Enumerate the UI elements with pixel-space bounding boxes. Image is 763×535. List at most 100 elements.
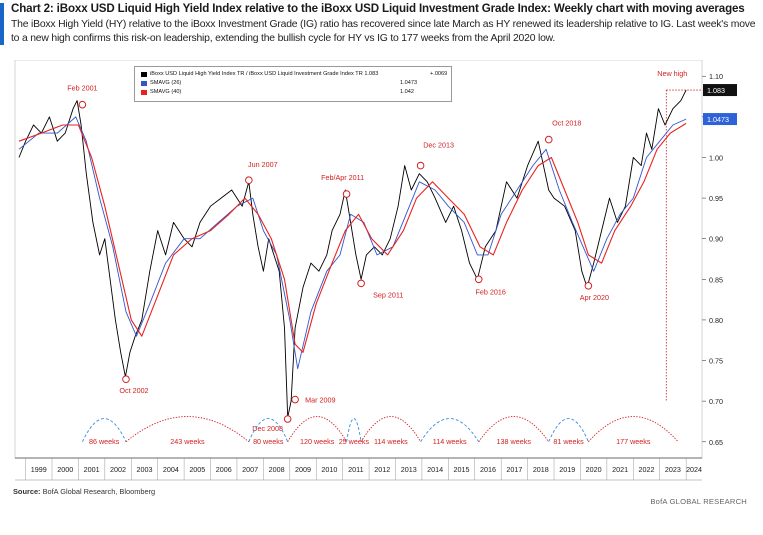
legend-entry-sma40: SMAVG (40) <box>141 88 181 96</box>
cycle-label: 81 weeks <box>553 437 584 446</box>
x-tick-label: 2004 <box>163 465 179 474</box>
x-tick-label: 2020 <box>586 465 602 474</box>
annotation-label: Oct 2002 <box>119 386 148 395</box>
x-tick-label: 2005 <box>189 465 205 474</box>
legend-swatch-price <box>141 71 147 77</box>
x-tick-label: 2010 <box>321 465 337 474</box>
cycle-label: 25 weeks <box>339 437 370 446</box>
annotation-label: Feb 2016 <box>476 287 506 296</box>
turning-point-marker <box>474 275 483 284</box>
cycle-arc <box>478 416 550 443</box>
legend-swatch-sma40 <box>141 89 147 95</box>
cycle-arc <box>287 416 347 443</box>
turning-point-marker <box>291 395 299 404</box>
chart-subtitle: The iBoxx High Yield (HY) relative to th… <box>11 19 756 44</box>
legend-entry-price: iBoxx USD Liquid High Yield Index TR / i… <box>141 70 378 78</box>
source-label: Source: <box>13 487 41 496</box>
x-tick-label: 2014 <box>427 465 443 474</box>
x-tick-label: 2000 <box>57 465 73 474</box>
chart-title: Chart 2: iBoxx USD Liquid High Yield Ind… <box>11 2 745 15</box>
source-text: BofA Global Research, Bloomberg <box>42 487 156 496</box>
x-tick-label: 2003 <box>136 465 152 474</box>
legend-swatch-sma26 <box>141 80 147 86</box>
x-tick-label: 2006 <box>216 465 232 474</box>
x-tick-label: 2019 <box>559 465 575 474</box>
series-line-0 <box>18 89 687 418</box>
x-tick-label: 2018 <box>533 465 549 474</box>
annotation-label: Oct 2018 <box>552 119 581 128</box>
annotation-label: Feb/Apr 2011 <box>321 173 364 182</box>
cycle-arc <box>248 418 289 442</box>
legend-value-sma40: 1.042 <box>400 89 414 95</box>
turning-point-marker <box>78 100 87 109</box>
last-value-box <box>703 84 737 97</box>
x-tick-label: 1999 <box>31 465 47 474</box>
y-tick-label: 0.70 <box>709 397 723 406</box>
x-tick-label: 2017 <box>506 465 522 474</box>
cycle-label: 114 weeks <box>374 437 408 446</box>
cycle-label: 177 weeks <box>616 437 651 446</box>
x-tick-label: 2007 <box>242 465 258 474</box>
y-tick-label: 0.85 <box>709 275 723 284</box>
cycle-arc <box>81 418 127 442</box>
last-value-label: 1.083 <box>707 86 725 95</box>
brand-label: BofA GLOBAL RESEARCH <box>650 497 747 506</box>
last-value-box <box>703 113 737 126</box>
x-tick-label: 2022 <box>639 465 655 474</box>
cycle-label: 243 weeks <box>170 437 205 446</box>
annotation-label: Sep 2011 <box>373 290 403 299</box>
x-tick-label: 2015 <box>454 465 470 474</box>
annotation-label: New high <box>657 69 687 78</box>
y-tick-label: 1.00 <box>709 153 723 162</box>
turning-point-marker <box>544 135 553 144</box>
y-tick-label: 0.80 <box>709 316 723 325</box>
legend-value-sma26: 1.0473 <box>400 80 418 86</box>
annotation-label: Jun 2007 <box>248 160 278 169</box>
turning-point-marker <box>584 282 593 290</box>
x-tick-label: 2011 <box>348 465 363 474</box>
annotation-label: Dec 2008 <box>252 424 283 433</box>
legend-label-price: iBoxx USD Liquid High Yield Index TR / i… <box>150 71 379 77</box>
cycle-label: 80 weeks <box>253 437 284 446</box>
y-tick-label: 0.95 <box>709 194 723 203</box>
x-tick-label: 2001 <box>84 465 100 474</box>
x-tick-label: 2012 <box>374 465 390 474</box>
series-line-2 <box>18 122 687 353</box>
chart-svg: 0.650.700.750.800.850.900.951.001.051.10… <box>14 60 737 481</box>
y-tick-label: 0.65 <box>709 438 723 447</box>
annotation-label: Feb 2001 <box>67 84 97 93</box>
x-tick-label: 2016 <box>480 465 496 474</box>
cycle-arc <box>360 416 421 443</box>
title-accent-bar <box>0 3 4 45</box>
cycle-label: 138 weeks <box>497 437 532 446</box>
legend-value-price: +.0069 <box>430 71 448 77</box>
turning-point-marker <box>245 176 253 185</box>
y-tick-label: 0.75 <box>709 357 723 366</box>
series-line-1 <box>18 116 687 370</box>
y-tick-label: 1.10 <box>709 72 723 81</box>
turning-point-marker <box>357 279 365 288</box>
x-tick-label: 2021 <box>612 465 628 474</box>
cycle-arc <box>588 416 679 443</box>
cycle-arc <box>420 418 480 443</box>
chart-legend: iBoxx USD Liquid High Yield Index TR / i… <box>134 66 452 102</box>
annotation-label: Apr 2020 <box>580 293 609 302</box>
turning-point-marker <box>283 415 292 423</box>
source-note: Source: BofA Global Research, Bloomberg <box>13 487 155 496</box>
legend-entry-sma26: SMAVG (26) <box>141 79 181 87</box>
legend-label-sma26: SMAVG (26) <box>150 80 182 86</box>
cycle-arc <box>346 418 362 442</box>
turning-point-marker <box>342 190 351 198</box>
cycle-label: 114 weeks <box>433 437 467 446</box>
annotation-label: Dec 2013 <box>423 141 454 150</box>
x-tick-label: 2008 <box>269 465 285 474</box>
cycle-arc <box>125 416 250 443</box>
cycle-arc <box>548 418 589 442</box>
turning-point-marker <box>122 375 130 384</box>
turning-point-marker <box>416 161 425 170</box>
x-tick-label: 2024 <box>686 465 702 474</box>
cycle-label: 86 weeks <box>89 437 120 446</box>
legend-label-sma40: SMAVG (40) <box>150 89 182 95</box>
annotation-label: Mar 2009 <box>305 396 335 405</box>
x-tick-label: 2023 <box>665 465 681 474</box>
